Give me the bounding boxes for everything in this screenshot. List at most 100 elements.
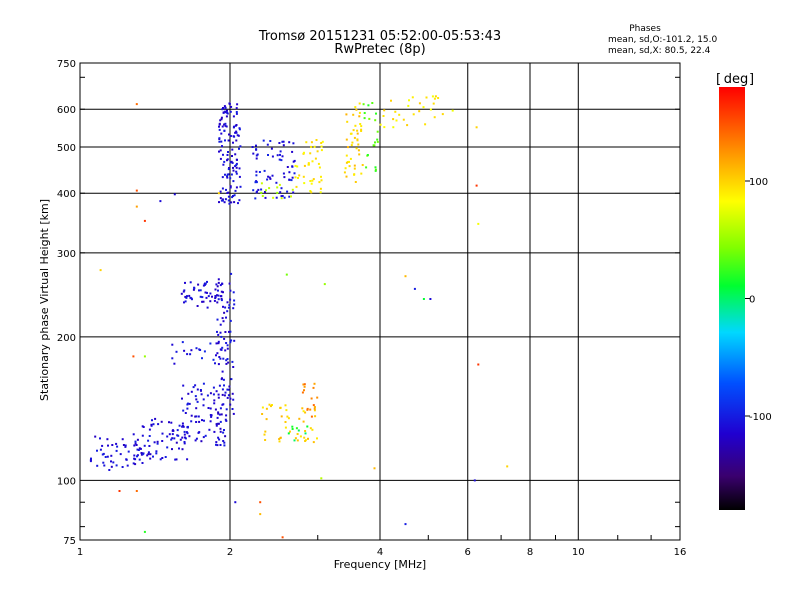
data-point xyxy=(160,420,163,423)
data-point xyxy=(207,407,210,409)
data-point xyxy=(166,435,169,438)
data-point xyxy=(226,173,229,176)
data-point xyxy=(475,126,478,129)
data-point xyxy=(402,118,405,121)
data-point xyxy=(228,202,231,205)
data-point xyxy=(221,145,223,148)
data-point xyxy=(166,446,169,449)
data-point xyxy=(406,124,409,127)
data-point xyxy=(429,108,432,111)
data-point xyxy=(190,297,193,300)
data-point xyxy=(217,289,219,292)
x-tick-label: 10 xyxy=(572,547,585,558)
data-point xyxy=(232,195,235,197)
data-point xyxy=(206,306,209,309)
data-point xyxy=(184,300,187,303)
data-point xyxy=(220,199,223,202)
data-point xyxy=(418,110,421,113)
data-point xyxy=(358,115,361,118)
data-point xyxy=(202,436,205,439)
data-point xyxy=(229,319,232,322)
data-point xyxy=(350,144,353,147)
data-point xyxy=(238,147,240,150)
data-point xyxy=(225,342,228,344)
data-point xyxy=(224,139,226,142)
data-point xyxy=(234,501,237,504)
data-point xyxy=(215,390,218,393)
data-point xyxy=(284,426,287,429)
data-point xyxy=(231,392,234,395)
data-point xyxy=(183,289,186,292)
data-point xyxy=(203,283,206,286)
data-point xyxy=(227,394,230,397)
data-point xyxy=(173,193,176,196)
data-point xyxy=(352,113,355,116)
data-point xyxy=(356,138,359,141)
data-point xyxy=(279,150,282,153)
data-point xyxy=(234,153,237,156)
data-point xyxy=(220,413,223,416)
data-point xyxy=(254,197,257,200)
data-point xyxy=(307,162,310,165)
data-point xyxy=(202,398,205,401)
data-point xyxy=(220,140,223,143)
data-point xyxy=(190,349,193,352)
data-point xyxy=(147,451,150,454)
data-point xyxy=(209,414,212,416)
data-point xyxy=(219,420,222,423)
data-point xyxy=(217,342,220,345)
data-point xyxy=(235,186,238,189)
data-point xyxy=(292,191,295,194)
data-point xyxy=(210,415,213,418)
data-point xyxy=(298,417,301,420)
data-point xyxy=(432,102,435,105)
data-point xyxy=(376,130,379,133)
data-point xyxy=(224,435,227,438)
data-point xyxy=(265,418,268,421)
data-point xyxy=(312,404,315,407)
data-point xyxy=(374,119,377,122)
data-point xyxy=(293,172,296,175)
data-point xyxy=(231,360,234,363)
data-point xyxy=(217,294,220,297)
data-point xyxy=(134,442,137,445)
data-point xyxy=(110,460,112,463)
data-point xyxy=(222,153,224,156)
data-point xyxy=(186,426,189,429)
data-point xyxy=(217,281,220,284)
data-point xyxy=(261,413,264,415)
data-point xyxy=(229,161,232,164)
data-point xyxy=(374,168,377,171)
data-point xyxy=(202,300,205,303)
data-point xyxy=(261,195,264,197)
data-point xyxy=(227,199,230,202)
x-tick-label: 1 xyxy=(77,547,83,558)
data-point xyxy=(221,370,224,373)
data-point xyxy=(200,440,203,443)
data-point xyxy=(358,153,361,156)
data-point xyxy=(195,398,198,401)
data-point xyxy=(291,428,294,430)
data-point xyxy=(451,109,454,112)
data-point xyxy=(211,295,213,298)
data-point xyxy=(418,102,421,105)
data-point xyxy=(206,280,208,283)
data-point xyxy=(475,184,478,187)
data-point xyxy=(121,466,124,468)
data-point xyxy=(218,125,220,128)
colorbar-bracket-left: [ xyxy=(716,72,721,87)
data-point xyxy=(229,330,232,333)
data-point xyxy=(197,431,200,434)
data-point xyxy=(223,337,226,340)
data-point xyxy=(233,194,236,197)
data-point xyxy=(213,299,216,302)
data-point xyxy=(209,300,212,303)
data-point xyxy=(292,160,295,163)
data-point xyxy=(260,191,263,194)
data-point xyxy=(310,141,313,144)
data-point xyxy=(278,142,281,144)
data-point xyxy=(321,140,324,143)
data-point xyxy=(221,198,224,201)
data-point xyxy=(203,350,206,353)
data-point xyxy=(267,154,269,156)
